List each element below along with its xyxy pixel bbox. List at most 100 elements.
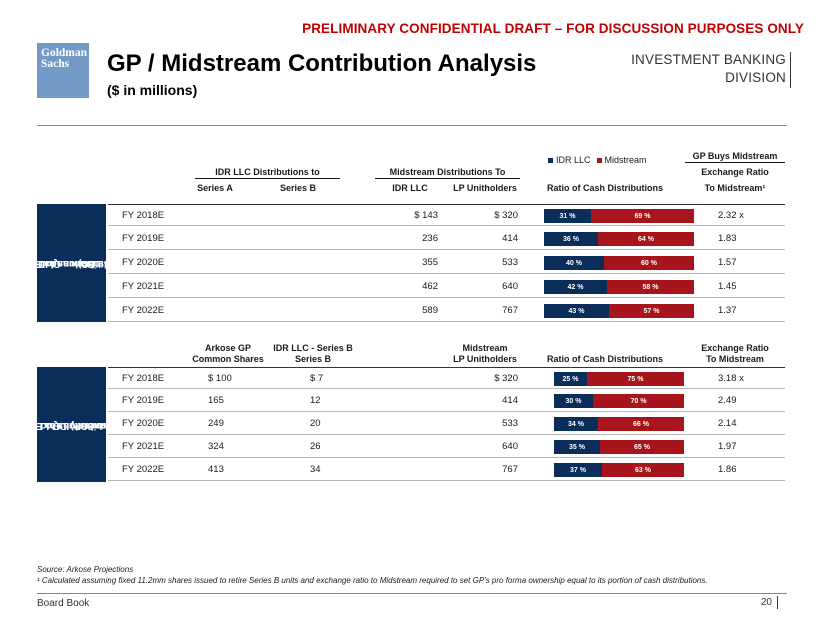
col-idr-series-b-1: IDR LLC - Series B [273, 343, 353, 353]
ratio-bar: 40 % 60 % [544, 256, 694, 270]
table-row: FY 2021E 324 26 640 35 % 65 % 1.97 [108, 436, 785, 458]
row-lp-unitholders: 533 [502, 418, 518, 429]
group-header-gp: GP Buys Midstream [692, 151, 778, 161]
confidential-banner: PRELIMINARY CONFIDENTIAL DRAFT – FOR DIS… [302, 21, 804, 36]
col-exchange-2: To Midstream¹ [704, 183, 766, 193]
table-row: FY 2020E 249 20 533 34 % 66 % 2.14 [108, 413, 785, 435]
row-exchange-ratio: 1.57 [718, 257, 737, 268]
legend-idr-label: IDR LLC [556, 155, 591, 165]
col-series-a: Series A [197, 183, 233, 193]
ratio-bar: 37 % 63 % [554, 463, 684, 477]
row-exchange-ratio: 1.86 [718, 464, 737, 475]
legend-midstream-swatch [596, 157, 602, 163]
col-arkose-1: Arkose GP [204, 343, 252, 353]
ratio-bar-idr-segment: 25 % [554, 372, 587, 386]
col-series-b: Series B [279, 183, 317, 193]
row-lp-unitholders: 414 [502, 233, 518, 244]
row-year: FY 2018E [122, 373, 165, 384]
logo-line-1: Goldman [41, 47, 88, 59]
ratio-bar-midstream-segment: 75 % [587, 372, 684, 386]
ratio-bar-idr-segment: 37 % [554, 463, 602, 477]
logo-line-2: Sachs [41, 58, 70, 70]
ratio-bar: 43 % 57 % [544, 304, 694, 318]
ratio-bar-midstream-segment: 58 % [607, 280, 694, 294]
col-exchange-1: Exchange Ratio [701, 167, 769, 177]
ratio-bar-midstream-segment: 70 % [593, 394, 684, 408]
row-lp-unitholders: $ 320 [494, 210, 518, 221]
division-line-1: INVESTMENT BANKING [631, 52, 786, 67]
side-panel-section-2: Status Quo Cash Distributions to Equity … [11, 367, 129, 482]
ratio-bar-idr-segment: 31 % [544, 209, 591, 223]
ratio-bar: 42 % 58 % [544, 280, 694, 294]
footer-rule [37, 593, 787, 594]
table-row: FY 2019E 165 12 414 30 % 70 % 2.49 [108, 390, 785, 412]
table-row: FY 2018E $ 100 $ 7 $ 320 25 % 75 % 3.18 x [108, 367, 785, 389]
row-idr-series-b: 20 [310, 418, 321, 429]
row-year: FY 2020E [122, 418, 165, 429]
legend-midstream-label: Midstream [604, 155, 647, 165]
ratio-bar-midstream-segment: 66 % [598, 417, 684, 431]
legend-idr-swatch [548, 157, 553, 163]
row-exchange-ratio: 2.49 [718, 395, 737, 406]
row-idr-series-b: 12 [310, 395, 321, 406]
row-year: FY 2019E [122, 233, 165, 244]
row-idr-series-b: 34 [310, 464, 321, 475]
row-lp-unitholders: 533 [502, 257, 518, 268]
footnote: ¹ Calculated assuming fixed 11.2mm share… [37, 576, 708, 585]
row-idr-series-b: 26 [310, 441, 321, 452]
side-label-section-2: Status Quo Cash Distributions to Equity … [11, 419, 129, 431]
ratio-bar: 35 % 65 % [554, 440, 684, 454]
group-header-midstream: Midstream Distributions To [389, 167, 506, 177]
ratio-bar-midstream-segment: 63 % [602, 463, 684, 477]
col-ratio-2: Ratio of Cash Distributions [546, 354, 663, 364]
footer-book-label: Board Book [37, 598, 90, 609]
row-lp-unitholders: 640 [502, 441, 518, 452]
row-arkose-shares: 324 [208, 441, 224, 452]
table-row: FY 2019E 236 414 36 % 64 % 1.83 [108, 228, 785, 250]
ratio-bar-idr-segment: 40 % [544, 256, 604, 270]
ratio-bar-idr-segment: 34 % [554, 417, 598, 431]
row-year: FY 2020E [122, 257, 165, 268]
row-year: FY 2019E [122, 395, 165, 406]
col-arkose-2: Common Shares [192, 354, 264, 364]
row-exchange-ratio: 1.45 [718, 281, 737, 292]
row-exchange-ratio: 2.14 [718, 418, 737, 429]
row-exchange-ratio: 1.83 [718, 233, 737, 244]
col-midstream-1: Midstream [462, 343, 508, 353]
row-exchange-ratio: 2.32 x [718, 210, 744, 221]
ratio-bar-idr-segment: 36 % [544, 232, 598, 246]
division-line-2: DIVISION [725, 70, 786, 85]
ratio-bar-idr-segment: 42 % [544, 280, 607, 294]
row-arkose-shares: 165 [208, 395, 224, 406]
row-year: FY 2022E [122, 464, 165, 475]
row-year: FY 2021E [122, 281, 165, 292]
row-lp-unitholders: 640 [502, 281, 518, 292]
row-idr-llc: 355 [422, 257, 438, 268]
ratio-bar: 30 % 70 % [554, 394, 684, 408]
row-idr-llc: 462 [422, 281, 438, 292]
row-year: FY 2022E [122, 305, 165, 316]
row-arkose-shares: 413 [208, 464, 224, 475]
table-row: FY 2021E 462 640 42 % 58 % 1.45 [108, 276, 785, 298]
ratio-bar-idr-segment: 30 % [554, 394, 593, 408]
table-row: FY 2022E 589 767 43 % 57 % 1.37 [108, 300, 785, 322]
row-idr-llc: 589 [422, 305, 438, 316]
col-lp-unitholders: LP Unitholders [453, 183, 517, 193]
page-number-divider [777, 596, 778, 609]
ratio-bar-midstream-segment: 69 % [591, 209, 694, 223]
ratio-bar: 36 % 64 % [544, 232, 694, 246]
row-arkose-shares: $ 100 [208, 373, 232, 384]
col-ratio: Ratio of Cash Distributions [546, 183, 663, 193]
group-header-idr: IDR LLC Distributions to [215, 167, 320, 177]
col-exchange-2-1: Exchange Ratio [701, 343, 769, 353]
side-label-section-1: Status Quo Cash Distributions to Equity … [11, 258, 125, 269]
legend: IDR LLC Midstream [548, 155, 647, 165]
table-row: FY 2022E 413 34 767 37 % 63 % 1.86 [108, 459, 785, 481]
ratio-bar-idr-segment: 35 % [554, 440, 600, 454]
col-exchange-2-2: To Midstream [706, 354, 764, 364]
table-row: FY 2018E $ 143 $ 320 31 % 69 % 2.32 x [108, 204, 785, 226]
row-lp-unitholders: 767 [502, 305, 518, 316]
ratio-bar: 31 % 69 % [544, 209, 694, 223]
ratio-bar-midstream-segment: 64 % [598, 232, 694, 246]
row-idr-llc: $ 143 [414, 210, 438, 221]
